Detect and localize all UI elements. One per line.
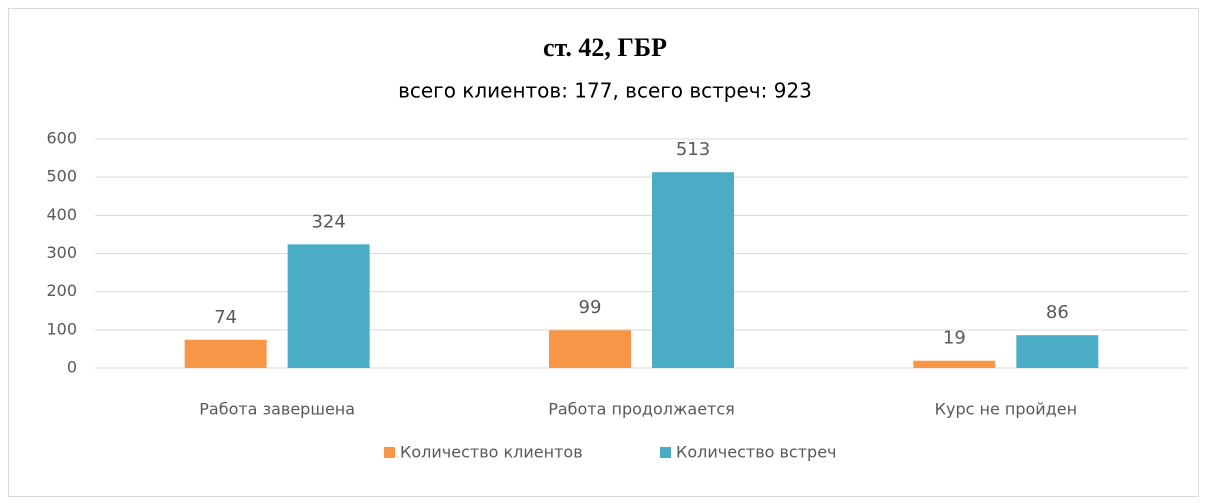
bar <box>1016 335 1099 368</box>
x-tick-label: Работа завершена <box>199 400 355 419</box>
bar <box>913 360 996 368</box>
y-tick-label: 200 <box>46 281 77 300</box>
data-label: 99 <box>579 297 602 318</box>
x-tick-label: Курс не пройден <box>935 400 1077 419</box>
bar <box>287 244 370 368</box>
chart-title: ст. 42, ГБР <box>543 33 667 62</box>
data-label: 513 <box>676 139 710 160</box>
y-tick-label: 600 <box>46 129 77 148</box>
data-label: 324 <box>311 211 345 232</box>
data-label: 86 <box>1046 302 1069 323</box>
legend-label: Количество встреч <box>676 443 837 462</box>
y-tick-label: 0 <box>67 358 77 377</box>
x-tick-label: Работа продолжается <box>548 400 735 419</box>
data-label: 74 <box>214 307 237 328</box>
chart-subtitle: всего клиентов: 177, всего встреч: 923 <box>398 79 812 103</box>
data-label: 19 <box>943 328 966 349</box>
legend-label: Количество клиентов <box>400 443 583 462</box>
bar <box>549 330 631 368</box>
y-tick-label: 300 <box>46 243 77 262</box>
y-tick-label: 500 <box>46 167 77 186</box>
legend-swatch <box>660 447 671 458</box>
bar <box>652 172 734 368</box>
y-tick-label: 400 <box>46 205 77 224</box>
y-tick-label: 100 <box>46 319 77 338</box>
legend-swatch <box>384 447 395 458</box>
chart-border <box>8 8 1199 497</box>
bar <box>184 339 267 368</box>
